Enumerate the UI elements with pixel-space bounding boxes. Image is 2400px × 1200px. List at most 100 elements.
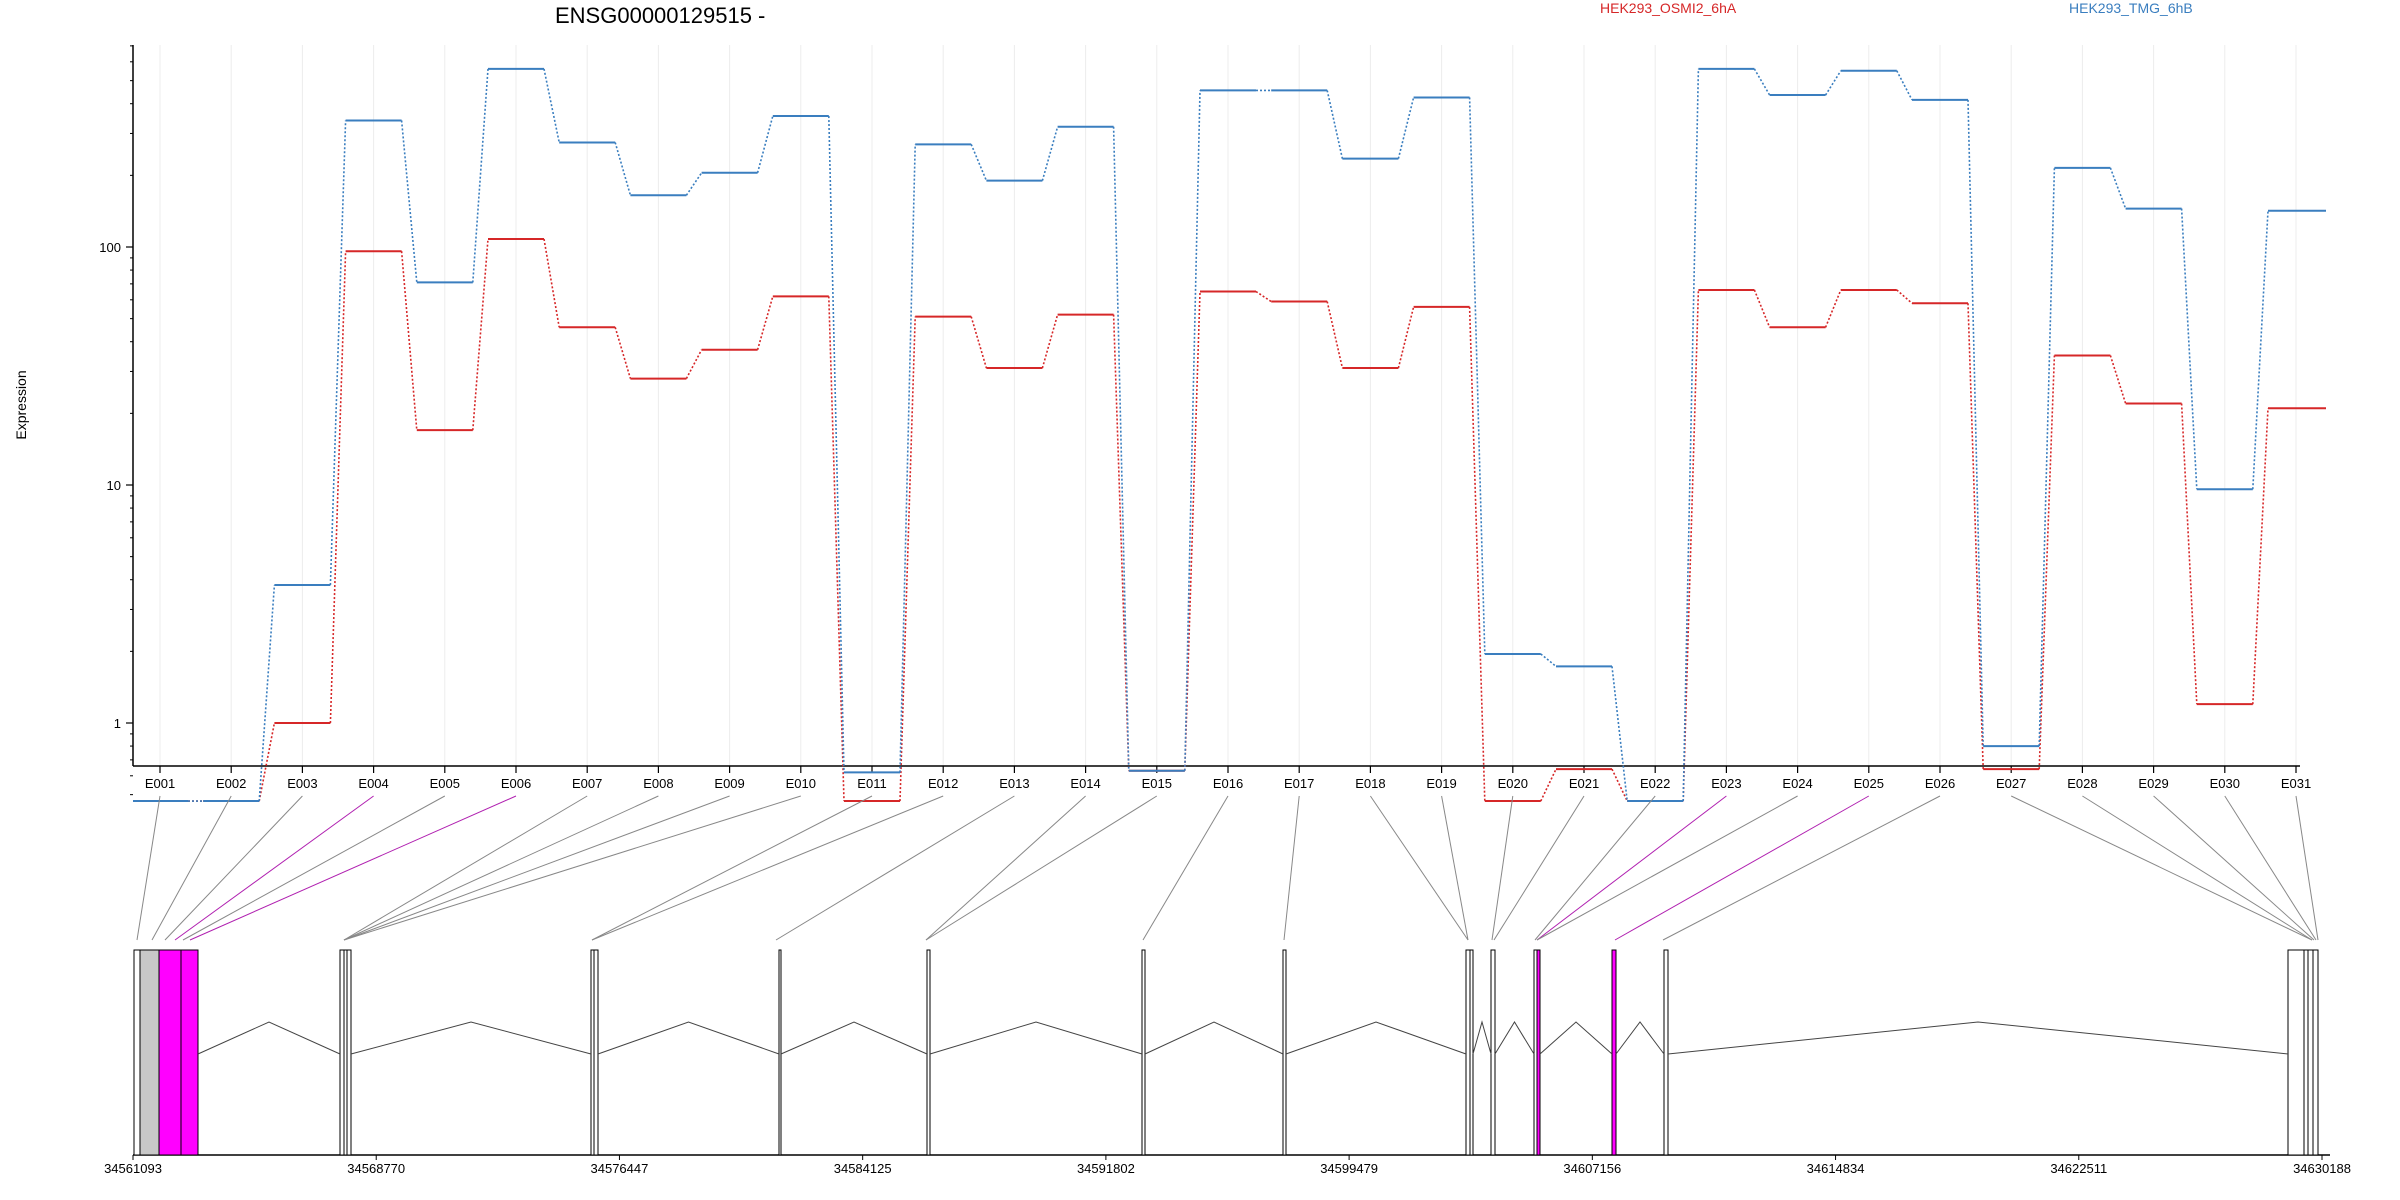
plot-area: 1 10 100 E001 E002 E003 E004 E005 E006 E007 E008 E0… xyxy=(99,45,2326,803)
x-tick-label-E006: E006 xyxy=(501,776,531,791)
series-1-connector xyxy=(1468,97,1486,654)
exon-connector-E022 xyxy=(1534,795,1656,941)
series-0-connector xyxy=(1112,314,1130,771)
exon-connector-E019 xyxy=(1441,795,1469,941)
exon-box xyxy=(1141,949,1146,1156)
x-tick-label-E001: E001 xyxy=(145,776,175,791)
intron-line xyxy=(1539,1021,1613,1055)
chart-title: ENSG00000129515 - xyxy=(555,3,765,28)
exon-connector-E006 xyxy=(189,795,517,941)
series-0-connector xyxy=(756,296,774,350)
series-1-connector xyxy=(1896,70,1913,101)
series-1-connector xyxy=(756,115,774,174)
exon-connector-E014 xyxy=(925,795,1086,941)
exon-connector-E017 xyxy=(1283,795,1300,941)
x-tick-label-E016: E016 xyxy=(1213,776,1243,791)
intron-line xyxy=(1615,1021,1665,1055)
exon-box xyxy=(2307,949,2314,1156)
gene-model-track: 34561093 34568770 34576447 34584125 34591802… xyxy=(104,795,2351,1176)
x-tick-label-E004: E004 xyxy=(358,776,388,791)
x-tick-label-E012: E012 xyxy=(928,776,958,791)
exon-connector-E027 xyxy=(2010,795,2313,941)
exon-box xyxy=(2303,949,2309,1156)
series-0-connector xyxy=(1753,289,1771,328)
coordinate-tick-label: 34591802 xyxy=(1077,1161,1135,1176)
x-tick-label-E019: E019 xyxy=(1426,776,1456,791)
coordinate-tick-label: 34568770 xyxy=(347,1161,405,1176)
coordinate-tick-label: 34607156 xyxy=(1563,1161,1621,1176)
series-0-connector xyxy=(1041,314,1059,369)
series-1-connector xyxy=(1824,70,1842,96)
series-0-connector xyxy=(1611,768,1628,802)
exon-box-highlighted xyxy=(1611,949,1617,1156)
series-1-connector xyxy=(1397,97,1415,159)
series-0-connector xyxy=(329,251,347,724)
x-tick-label-E018: E018 xyxy=(1355,776,1385,791)
intron-line xyxy=(1472,1020,1492,1055)
series-0-connector xyxy=(1184,291,1201,771)
series-0-connector xyxy=(970,316,988,369)
exon-connector-E029 xyxy=(2153,795,2315,941)
series-1-connector xyxy=(1326,90,1344,159)
intron-line xyxy=(1494,1021,1535,1055)
x-tick-label-E013: E013 xyxy=(999,776,1029,791)
series-0-connector xyxy=(543,238,560,328)
series-1-connector xyxy=(258,584,276,802)
x-tick-label-E022: E022 xyxy=(1640,776,1670,791)
x-tick-label-E014: E014 xyxy=(1070,776,1100,791)
exon-connector-E018 xyxy=(1369,795,1469,941)
series-1-connector xyxy=(1540,653,1557,667)
exon-box xyxy=(1490,949,1496,1156)
exon-box xyxy=(133,949,141,1156)
series-0-connector xyxy=(1967,303,1984,770)
exon-connector-E009 xyxy=(343,795,730,941)
exon-connector-E020 xyxy=(1491,795,1514,941)
intron-line xyxy=(780,1021,928,1055)
exon-box xyxy=(593,949,599,1156)
coordinate-tick-label: 34614834 xyxy=(1807,1161,1865,1176)
exon-connector-E016 xyxy=(1142,795,1229,941)
coordinate-tick-label: 34584125 xyxy=(834,1161,892,1176)
coordinate-tick-label: 34561093 xyxy=(104,1161,162,1176)
series-0-connector xyxy=(1326,301,1344,369)
series-1-connector xyxy=(970,144,988,181)
series-0-connector xyxy=(472,238,489,431)
series-1-connector xyxy=(1184,90,1201,771)
x-tick-label-E026: E026 xyxy=(1925,776,1955,791)
series-1-connector xyxy=(400,120,418,283)
series-1-connector xyxy=(2252,210,2269,490)
series-1-connector xyxy=(472,68,489,283)
series-0-connector xyxy=(2038,355,2056,770)
intron-line xyxy=(1144,1021,1284,1055)
series-0-connector xyxy=(1397,306,1415,369)
x-tick-label-E024: E024 xyxy=(1782,776,1812,791)
series-0-connector xyxy=(899,316,916,802)
series-1-connector xyxy=(2109,167,2127,209)
exon-box xyxy=(2312,949,2319,1156)
series-0-connector xyxy=(2109,355,2127,404)
exon-box xyxy=(139,949,160,1156)
series-0-connector xyxy=(685,349,703,379)
x-tick-label-E008: E008 xyxy=(643,776,673,791)
exon-connector-E026 xyxy=(1662,795,1941,941)
series-1-connector xyxy=(2180,208,2198,490)
series-1 xyxy=(133,67,2326,803)
x-tick-label-E003: E003 xyxy=(287,776,317,791)
exon-connector-E024 xyxy=(1536,795,1798,941)
exon-box-highlighted xyxy=(1536,949,1541,1156)
series-1-connector xyxy=(2038,167,2056,747)
series-1-connector xyxy=(1967,99,1984,747)
y-axis-label: Expression xyxy=(13,370,29,439)
y-tick-label: 100 xyxy=(99,240,121,255)
x-tick-label-E031: E031 xyxy=(2281,776,2311,791)
exon-box xyxy=(346,949,352,1156)
exon-connector-E011 xyxy=(591,795,873,941)
exon-connector-E031 xyxy=(2295,795,2319,941)
series-1-connector xyxy=(1041,126,1059,181)
coordinate-tick-label: 34599479 xyxy=(1320,1161,1378,1176)
series-1-connector xyxy=(1682,68,1700,802)
exon-connector-E003 xyxy=(164,795,303,941)
x-tick-label-E011: E011 xyxy=(857,776,886,791)
series-1-connector xyxy=(899,144,916,773)
coordinate-tick-label: 34622511 xyxy=(2050,1161,2107,1176)
